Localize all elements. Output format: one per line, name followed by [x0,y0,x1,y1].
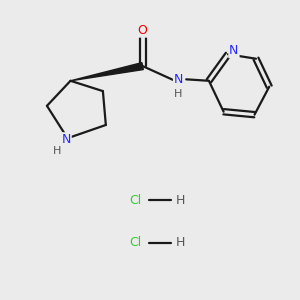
Text: N: N [61,133,71,146]
Text: O: O [138,24,148,37]
Text: N: N [174,73,183,86]
Text: N: N [229,44,239,57]
Text: H: H [53,146,61,157]
Text: H: H [174,89,183,99]
Text: Cl: Cl [129,236,141,249]
Polygon shape [70,63,143,81]
Text: H: H [176,236,186,249]
Text: H: H [176,194,186,207]
Text: Cl: Cl [129,194,141,207]
